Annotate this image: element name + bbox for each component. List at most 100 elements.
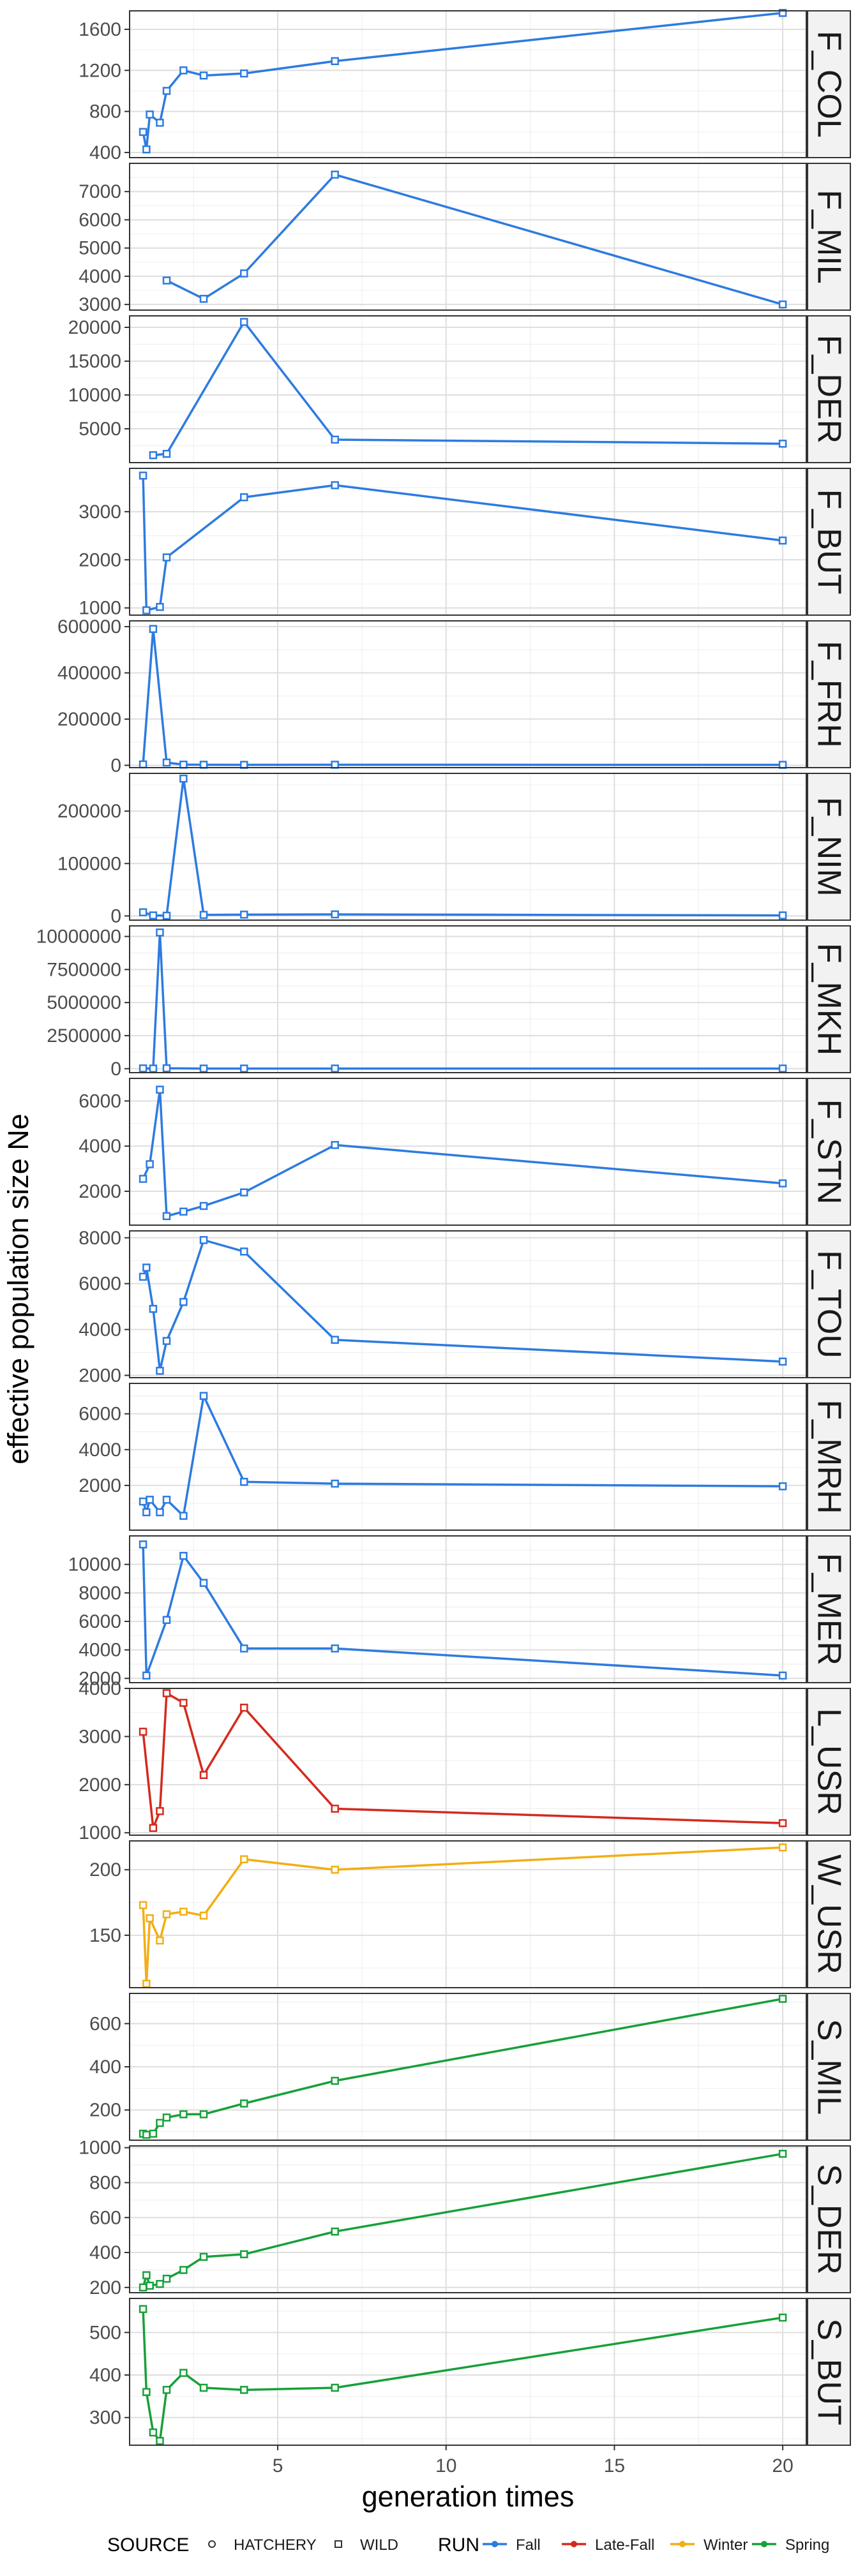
y-tick-label: 400 [89,142,121,163]
panel-background [130,773,806,920]
legend-point-swatch [492,2541,498,2547]
series-line-spring [142,2309,783,2443]
facet-strip-label: L_USR [811,1708,848,1815]
facet-panel-f-nim: 0 100000 200000 F_NIM [57,773,851,927]
data-point [142,2388,151,2396]
facet-strip [807,1230,851,1378]
data-point [156,928,164,937]
panel-background [130,1078,806,1225]
data-point [179,761,188,769]
data-point [162,449,171,458]
facet-strip [807,1078,851,1226]
y-tick-label: 5000000 [47,992,121,1013]
legend-run-label: Spring [785,2536,829,2554]
data-point [162,1496,171,1504]
facet-strip-label: W_USR [811,1854,848,1974]
data-point [156,1936,164,1945]
data-point [778,300,787,309]
y-tick-label: 4000 [79,1640,121,1661]
y-tick-label: 500 [89,2322,121,2343]
facet-strip-label: F_MRH [811,1399,848,1514]
y-tick-label: 600 [89,2207,121,2228]
series-line-winter [142,1846,783,1985]
data-point [162,2274,171,2283]
data-point [778,1819,787,1828]
facet-strip [807,163,851,311]
facet-panel-f-der: 5000 10000 15000 20000 F_DER [68,315,851,463]
legend-run-title: RUN [438,2535,479,2556]
y-tick-label: 2000 [79,1475,121,1496]
data-point [139,760,147,769]
data-point [199,761,208,769]
data-point [199,1202,208,1210]
data-point [149,1064,158,1073]
data-point [778,2313,787,2322]
data-point [139,1540,147,1549]
data-point [778,1671,787,1680]
facet-strip [807,620,851,768]
facet-panel-f-mkh: 0 2500000 5000000 7500000 10000000 F_MKH [36,925,851,1080]
y-tick-label: 5000 [79,419,121,440]
y-tick-label: 8000 [79,1582,121,1604]
y-tick-label: 7500000 [47,959,121,980]
series-line-fall [142,1544,783,1677]
facet-panel-f-frh: 0 200000 400000 600000 F_FRH [57,616,851,776]
facet-strip-label: F_STN [811,1099,848,1205]
y-tick-label: 2000 [79,1668,121,1689]
panel-border [129,1383,807,1531]
facet-strip-label: S_MIL [811,2019,848,2115]
data-point [156,1508,164,1517]
data-point [179,1512,188,1520]
panel-border [129,620,807,768]
data-point [240,2250,248,2259]
legend-square-marker [335,2540,342,2548]
data-point [156,1366,164,1375]
panel-background [130,11,806,158]
panel-background [130,1383,806,1530]
facet-strip-label: F_TOU [811,1250,848,1359]
x-axis-title: generation times [362,2480,575,2513]
data-point [149,625,158,633]
y-tick-label: 6000 [79,1274,121,1295]
y-tick-label: 0 [110,1059,121,1080]
y-tick-label: 1000 [79,1822,121,1843]
data-point [331,1141,339,1149]
facet-panel-w-usr: 150 200 W_USR [89,1840,851,1988]
facet-strip-label: F_BUT [811,489,848,595]
data-point [179,1907,188,1916]
data-point [179,1298,188,1306]
data-point [331,1479,339,1488]
facet-strip [807,1688,851,1836]
facet-strip-label: F_COL [811,31,848,138]
y-tick-label: 0 [110,755,121,776]
data-point [139,1497,147,1506]
y-tick-label: 1600 [79,19,121,40]
data-point [139,1901,147,1909]
legend-run-label: Late-Fall [595,2536,654,2554]
data-point [240,1188,248,1196]
data-point [149,1304,158,1313]
series-line-fall [142,1239,783,1372]
panel-border [129,2145,807,2293]
y-tick-label: 0 [110,905,121,927]
data-point [179,2266,188,2274]
data-point [162,1616,171,1624]
panel-background [130,621,806,768]
facet-panel-f-but: 1000 2000 3000 F_BUT [79,468,851,619]
data-point [179,66,188,75]
facet-panel-f-col: 400 800 1200 1600 F_COL [79,8,851,163]
data-point [331,481,339,489]
data-point [162,758,171,767]
legend-point-swatch [761,2541,767,2547]
data-point [142,145,151,154]
facet-strip [807,468,851,616]
data-point [331,1865,339,1874]
data-point [179,2369,188,2377]
data-point [156,119,164,127]
facet-strip-label: F_FRH [811,641,848,748]
facet-strip-label: S_DER [811,2164,848,2274]
data-point [331,435,339,444]
data-point [199,295,208,303]
data-point [240,1064,248,1073]
